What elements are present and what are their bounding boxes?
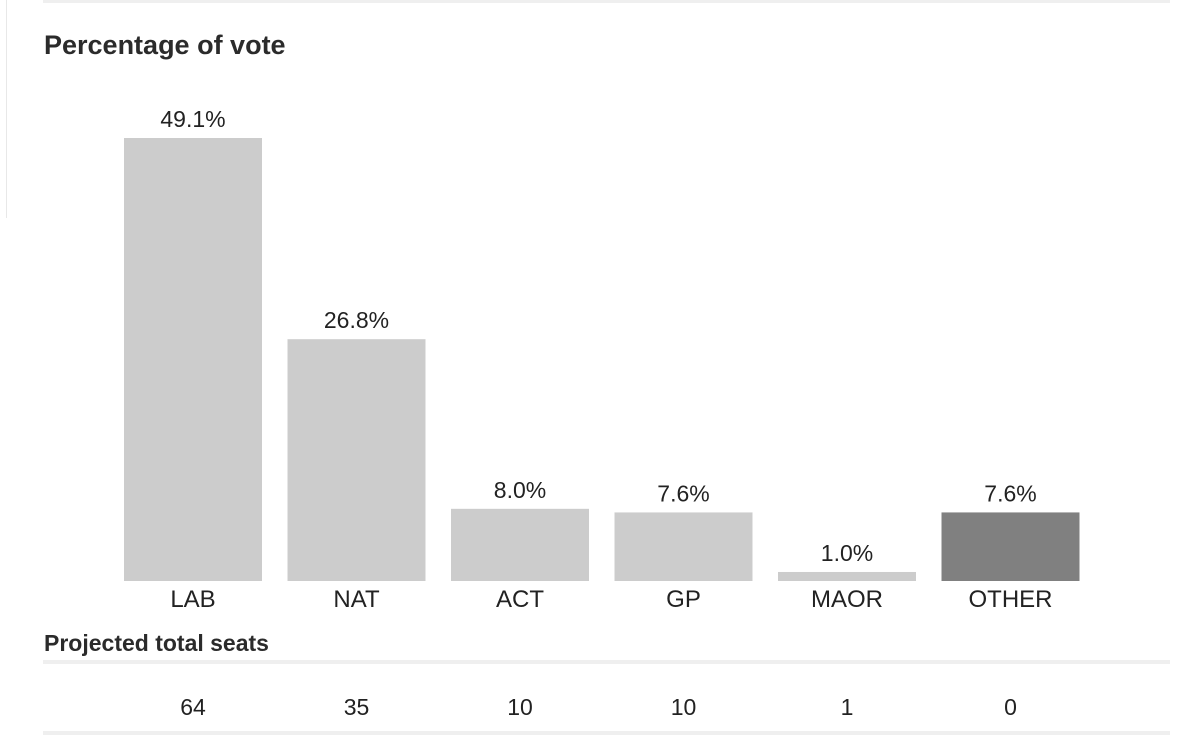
seats-divider-bottom: [43, 731, 1170, 735]
bar-lab: [124, 138, 262, 581]
bar-other: [941, 512, 1080, 581]
vote-bar-chart: 49.1% LAB 26.8% NAT 8.0% ACT 7.6% GP 1.0% MAOR 7.6…: [124, 106, 1080, 613]
value-label-other: 7.6%: [984, 480, 1036, 506]
side-divider: [6, 0, 7, 218]
value-label-lab: 49.1%: [160, 106, 225, 132]
value-label-nat: 26.8%: [324, 307, 389, 333]
seats-divider-top: [43, 660, 1170, 664]
seats-title: Projected total seats: [44, 630, 269, 656]
bar-nat: [287, 339, 426, 581]
seat-value-lab: 64: [180, 694, 206, 720]
seat-value-gp: 10: [670, 694, 697, 720]
seat-value-other: 0: [1004, 694, 1017, 720]
category-label-maor: MAOR: [811, 586, 883, 613]
seat-value-nat: 35: [343, 694, 370, 720]
bar-gp: [614, 512, 753, 581]
category-label-gp: GP: [666, 586, 701, 613]
value-label-gp: 7.6%: [657, 480, 709, 506]
category-label-nat: NAT: [333, 586, 380, 613]
chart-title: Percentage of vote: [44, 30, 286, 60]
category-label-other: OTHER: [969, 586, 1053, 613]
category-label-act: ACT: [496, 586, 544, 613]
category-label-lab: LAB: [170, 586, 215, 613]
value-label-maor: 1.0%: [821, 540, 873, 566]
bar-maor: [778, 571, 916, 581]
top-divider: [43, 0, 1170, 3]
seat-value-maor: 1: [840, 694, 854, 720]
seat-value-act: 10: [507, 694, 533, 720]
value-label-act: 8.0%: [494, 477, 546, 503]
bar-act: [451, 508, 589, 581]
